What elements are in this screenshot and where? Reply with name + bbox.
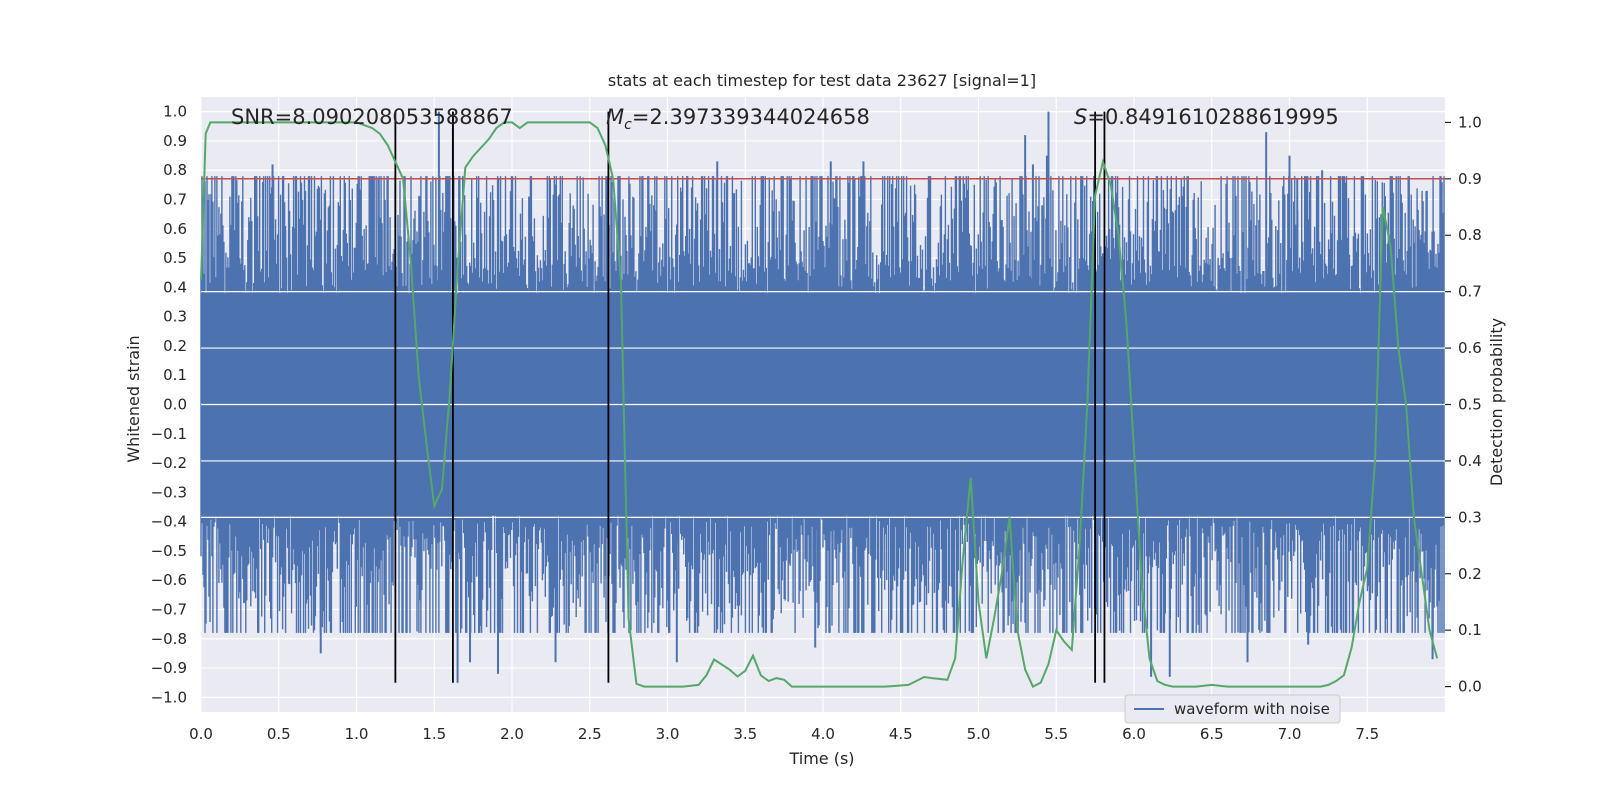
y-tick-label: 0.0: [163, 396, 187, 414]
x-tick-label: 0.5: [267, 725, 291, 743]
x-axis-label: Time (s): [788, 749, 854, 768]
y-tick-label: −0.3: [151, 483, 187, 501]
y2-tick-label: 0.9: [1458, 170, 1482, 188]
waveform-series: [200, 111, 1445, 683]
x-tick-label: 1.0: [345, 725, 369, 743]
y-tick-label: −0.8: [151, 630, 187, 648]
y-axis-label: Whitened strain: [124, 335, 143, 462]
x-tick-label: 2.5: [578, 725, 602, 743]
y-tick-label: −0.2: [151, 454, 187, 472]
chirp-mass-subscript: c: [624, 117, 632, 133]
y2-tick-label: 0.8: [1458, 226, 1482, 244]
y-tick-label: −1.0: [151, 688, 187, 706]
y-tick-label: 0.6: [163, 220, 187, 238]
y-tick-label: −0.6: [151, 571, 187, 589]
legend-label-waveform: waveform with noise: [1174, 700, 1330, 718]
y-tick-label: −0.7: [151, 601, 187, 619]
y2-tick-label: 1.0: [1458, 113, 1482, 131]
y2-tick-label: 0.0: [1458, 678, 1482, 696]
snr-annotation: SNR=8.090208053588867: [231, 105, 513, 129]
y2-tick-label: 0.3: [1458, 508, 1482, 526]
y2-tick-label: 0.7: [1458, 283, 1482, 301]
x-tick-label: 6.0: [1122, 725, 1146, 743]
x-tick-label: 3.0: [656, 725, 680, 743]
legend: waveform with noise: [1124, 694, 1341, 724]
x-tick-label: 5.5: [1044, 725, 1068, 743]
y-tick-label: 0.5: [163, 249, 187, 267]
chart-title: stats at each timestep for test data 236…: [608, 71, 1036, 90]
y2-tick-label: 0.6: [1458, 339, 1482, 357]
y-tick-label: −0.9: [151, 659, 187, 677]
y-tick-label: 0.9: [163, 132, 187, 150]
x-tick-label: 7.5: [1355, 725, 1379, 743]
y2-tick-label: 0.2: [1458, 565, 1482, 583]
chirp-mass-value: =2.397339344024658: [632, 105, 870, 129]
y-tick-label: 0.1: [163, 366, 187, 384]
y2-tick-label: 0.4: [1458, 452, 1482, 470]
x-tick-label: 5.0: [967, 725, 991, 743]
y-tick-label: 0.7: [163, 191, 187, 209]
y2-tick-label: 0.5: [1458, 396, 1482, 414]
probability-line: [200, 121, 1439, 688]
y-tick-label: −0.5: [151, 542, 187, 560]
legend-box: [1124, 694, 1341, 724]
y-tick-label: 0.2: [163, 337, 187, 355]
x-tick-label: 7.0: [1278, 725, 1302, 743]
chirp-mass-annotation: Mc=2.397339344024658: [606, 105, 870, 133]
probability-series: [200, 121, 1439, 688]
x-tick-label: 0.0: [189, 725, 213, 743]
y2-axis-label: Detection probability: [1487, 318, 1506, 486]
x-tick-label: 6.5: [1200, 725, 1224, 743]
y-tick-label: 0.3: [163, 308, 187, 326]
x-tick-label: 4.0: [811, 725, 835, 743]
s-value: =0.8491610288619995: [1087, 105, 1338, 129]
y-tick-label: 0.4: [163, 278, 187, 296]
y-tick-label: 0.8: [163, 161, 187, 179]
s-annotation: S=0.8491610288619995: [1074, 105, 1339, 129]
x-tick-label: 3.5: [733, 725, 757, 743]
y-tick-label: 1.0: [163, 103, 187, 121]
y-tick-label: −0.4: [151, 513, 187, 531]
y2-tick-label: 0.1: [1458, 621, 1482, 639]
axes: 0.0 0.5 1.0 1.5 2.0 2.5 3.0 3.5 4.0 4.5 5.0 5.5 6.0 6…: [151, 103, 1482, 743]
y-tick-label: −0.1: [151, 425, 187, 443]
x-tick-label: 2.0: [500, 725, 524, 743]
x-tick-label: 1.5: [422, 725, 446, 743]
x-tick-label: 4.5: [889, 725, 913, 743]
s-symbol: S: [1074, 105, 1087, 129]
chirp-mass-symbol: M: [606, 105, 624, 129]
